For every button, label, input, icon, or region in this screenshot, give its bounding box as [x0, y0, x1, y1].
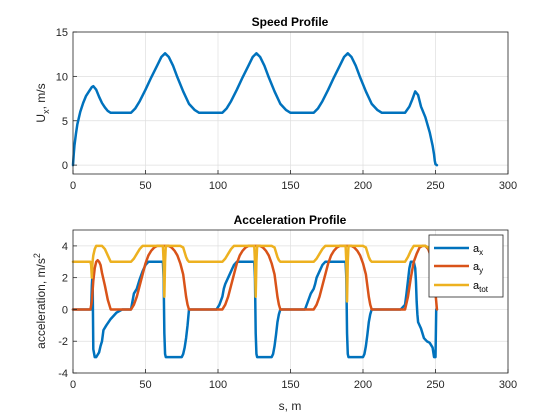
legend-ax-main: a [473, 243, 480, 255]
speed-xtick-label: 50 [139, 180, 151, 192]
acceleration-ytick-label: -4 [58, 368, 68, 380]
speed-y-label-sub: x [41, 109, 51, 114]
legend-atot-sub: tot [479, 285, 489, 294]
series-line-speed [71, 52, 439, 167]
speed-profile-plot: 0 50 100 150 200 250 300 0 5 10 15 Speed Profile U… [34, 15, 517, 192]
speed-chart-title: Speed Profile [252, 15, 329, 29]
acceleration-xtick-label: 0 [70, 379, 76, 391]
speed-series-layer [71, 52, 439, 167]
acceleration-x-axis-label: s, m [279, 399, 302, 413]
speed-ytick-label: 0 [62, 160, 68, 172]
acceleration-y-label-sup: 2 [32, 253, 42, 258]
acceleration-y-axis-label: acceleration, m/s2 [32, 253, 48, 349]
speed-ytick-label: 15 [56, 27, 68, 39]
series-line-atot [71, 244, 439, 303]
speed-y-label-rest: , m/s [34, 83, 48, 109]
speed-xtick-label: 150 [281, 180, 299, 192]
speed-ytick-label: 5 [62, 116, 68, 128]
speed-xtick-label: 100 [209, 180, 227, 192]
legend-label-atot: atot [473, 280, 489, 294]
acceleration-xtick-label: 250 [426, 379, 444, 391]
speed-ticks: 0 50 100 150 200 250 300 0 5 10 15 [56, 27, 517, 192]
acceleration-legend: ax ay atot [428, 234, 504, 298]
speed-xtick-label: 250 [426, 180, 444, 192]
acceleration-profile-plot: 0 50 100 150 200 250 300 -4 -2 0 2 4 Acceleration P… [32, 213, 517, 413]
speed-xtick-label: 0 [70, 180, 76, 192]
legend-ay-sub: y [479, 266, 483, 275]
acceleration-xtick-label: 300 [499, 379, 517, 391]
acceleration-ytick-label: 0 [62, 304, 68, 316]
legend-ax-sub: x [479, 248, 483, 257]
acceleration-xtick-label: 50 [139, 379, 151, 391]
acceleration-chart-title: Acceleration Profile [234, 213, 347, 227]
acceleration-series-layer [71, 244, 439, 359]
speed-xtick-label: 200 [354, 180, 372, 192]
acceleration-ytick-label: -2 [58, 336, 68, 348]
acceleration-xtick-label: 100 [209, 379, 227, 391]
legend-atot-main: a [473, 280, 480, 292]
acceleration-xtick-label: 150 [281, 379, 299, 391]
acceleration-ytick-label: 2 [62, 273, 68, 285]
acceleration-xtick-label: 200 [354, 379, 372, 391]
speed-y-label-main: U [34, 114, 48, 123]
legend-label-ay: ay [473, 261, 483, 275]
acceleration-ticks: 0 50 100 150 200 250 300 -4 -2 0 2 4 [58, 241, 517, 391]
speed-y-axis-label: Ux, m/s [34, 83, 51, 122]
speed-ytick-label: 10 [56, 71, 68, 83]
legend-ay-main: a [473, 261, 480, 273]
acceleration-y-label-main: acceleration, m/s [34, 258, 48, 349]
legend-label-ax: ax [473, 243, 483, 257]
acceleration-ytick-label: 4 [62, 241, 68, 253]
speed-xtick-label: 300 [499, 180, 517, 192]
